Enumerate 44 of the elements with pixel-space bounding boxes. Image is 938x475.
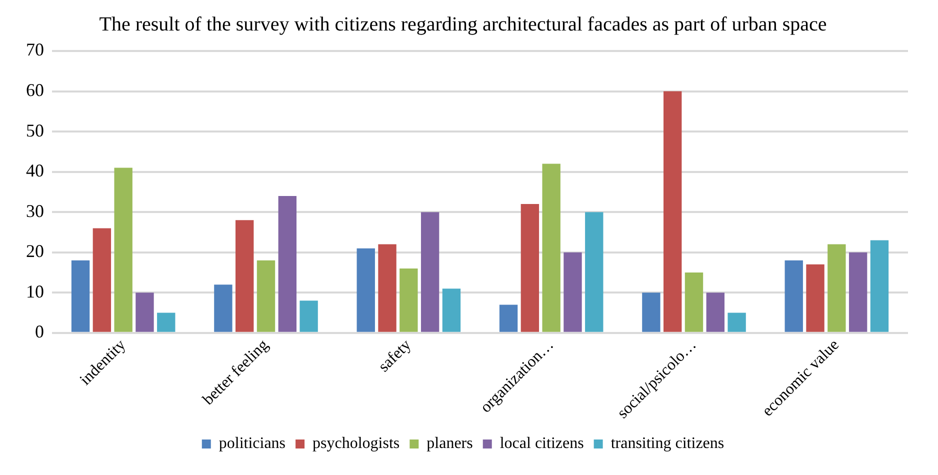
- bar: [236, 220, 254, 332]
- bar: [442, 288, 461, 332]
- bar: [642, 292, 660, 332]
- bar: [870, 240, 889, 332]
- bar: [256, 260, 276, 332]
- bar: [585, 212, 604, 332]
- bar: [684, 272, 704, 332]
- bar: [300, 300, 318, 332]
- bar: [499, 304, 518, 332]
- legend-label: planers: [426, 435, 473, 452]
- y-tick-label: 0: [35, 322, 44, 342]
- bar: [92, 228, 112, 332]
- bar: [828, 244, 846, 332]
- bar: [356, 248, 375, 332]
- legend-label: transiting citizens: [610, 435, 724, 452]
- bar: [278, 196, 296, 332]
- bar: [564, 252, 582, 332]
- chart-title: The result of the survey with citizens regarding architectural facades as part of urban space: [99, 13, 827, 36]
- bar: [520, 204, 540, 332]
- y-tick-label: 30: [26, 200, 44, 221]
- bar: [114, 168, 132, 332]
- bar: [542, 164, 560, 332]
- y-tick-label: 50: [26, 120, 44, 140]
- bar: [706, 292, 724, 332]
- legend-label: psychologists: [312, 435, 400, 452]
- y-tick-label: 60: [26, 80, 44, 100]
- legend-label: politicians: [218, 435, 286, 452]
- y-tick-label: 10: [26, 281, 44, 302]
- bar: [848, 252, 868, 332]
- bar: [71, 260, 90, 332]
- bar: [136, 292, 154, 332]
- bar: [157, 312, 176, 332]
- bar: [728, 312, 746, 332]
- bar: [420, 212, 440, 332]
- bar: [806, 264, 824, 332]
- bar: [378, 244, 396, 332]
- bar: [784, 260, 803, 332]
- y-tick-label: 20: [26, 241, 44, 262]
- y-tick-label: 40: [26, 160, 44, 181]
- bar: [214, 284, 232, 332]
- bar: [664, 91, 682, 332]
- legend-label: local citizens: [500, 435, 584, 452]
- y-tick-label: 70: [26, 40, 44, 60]
- bar: [400, 268, 418, 332]
